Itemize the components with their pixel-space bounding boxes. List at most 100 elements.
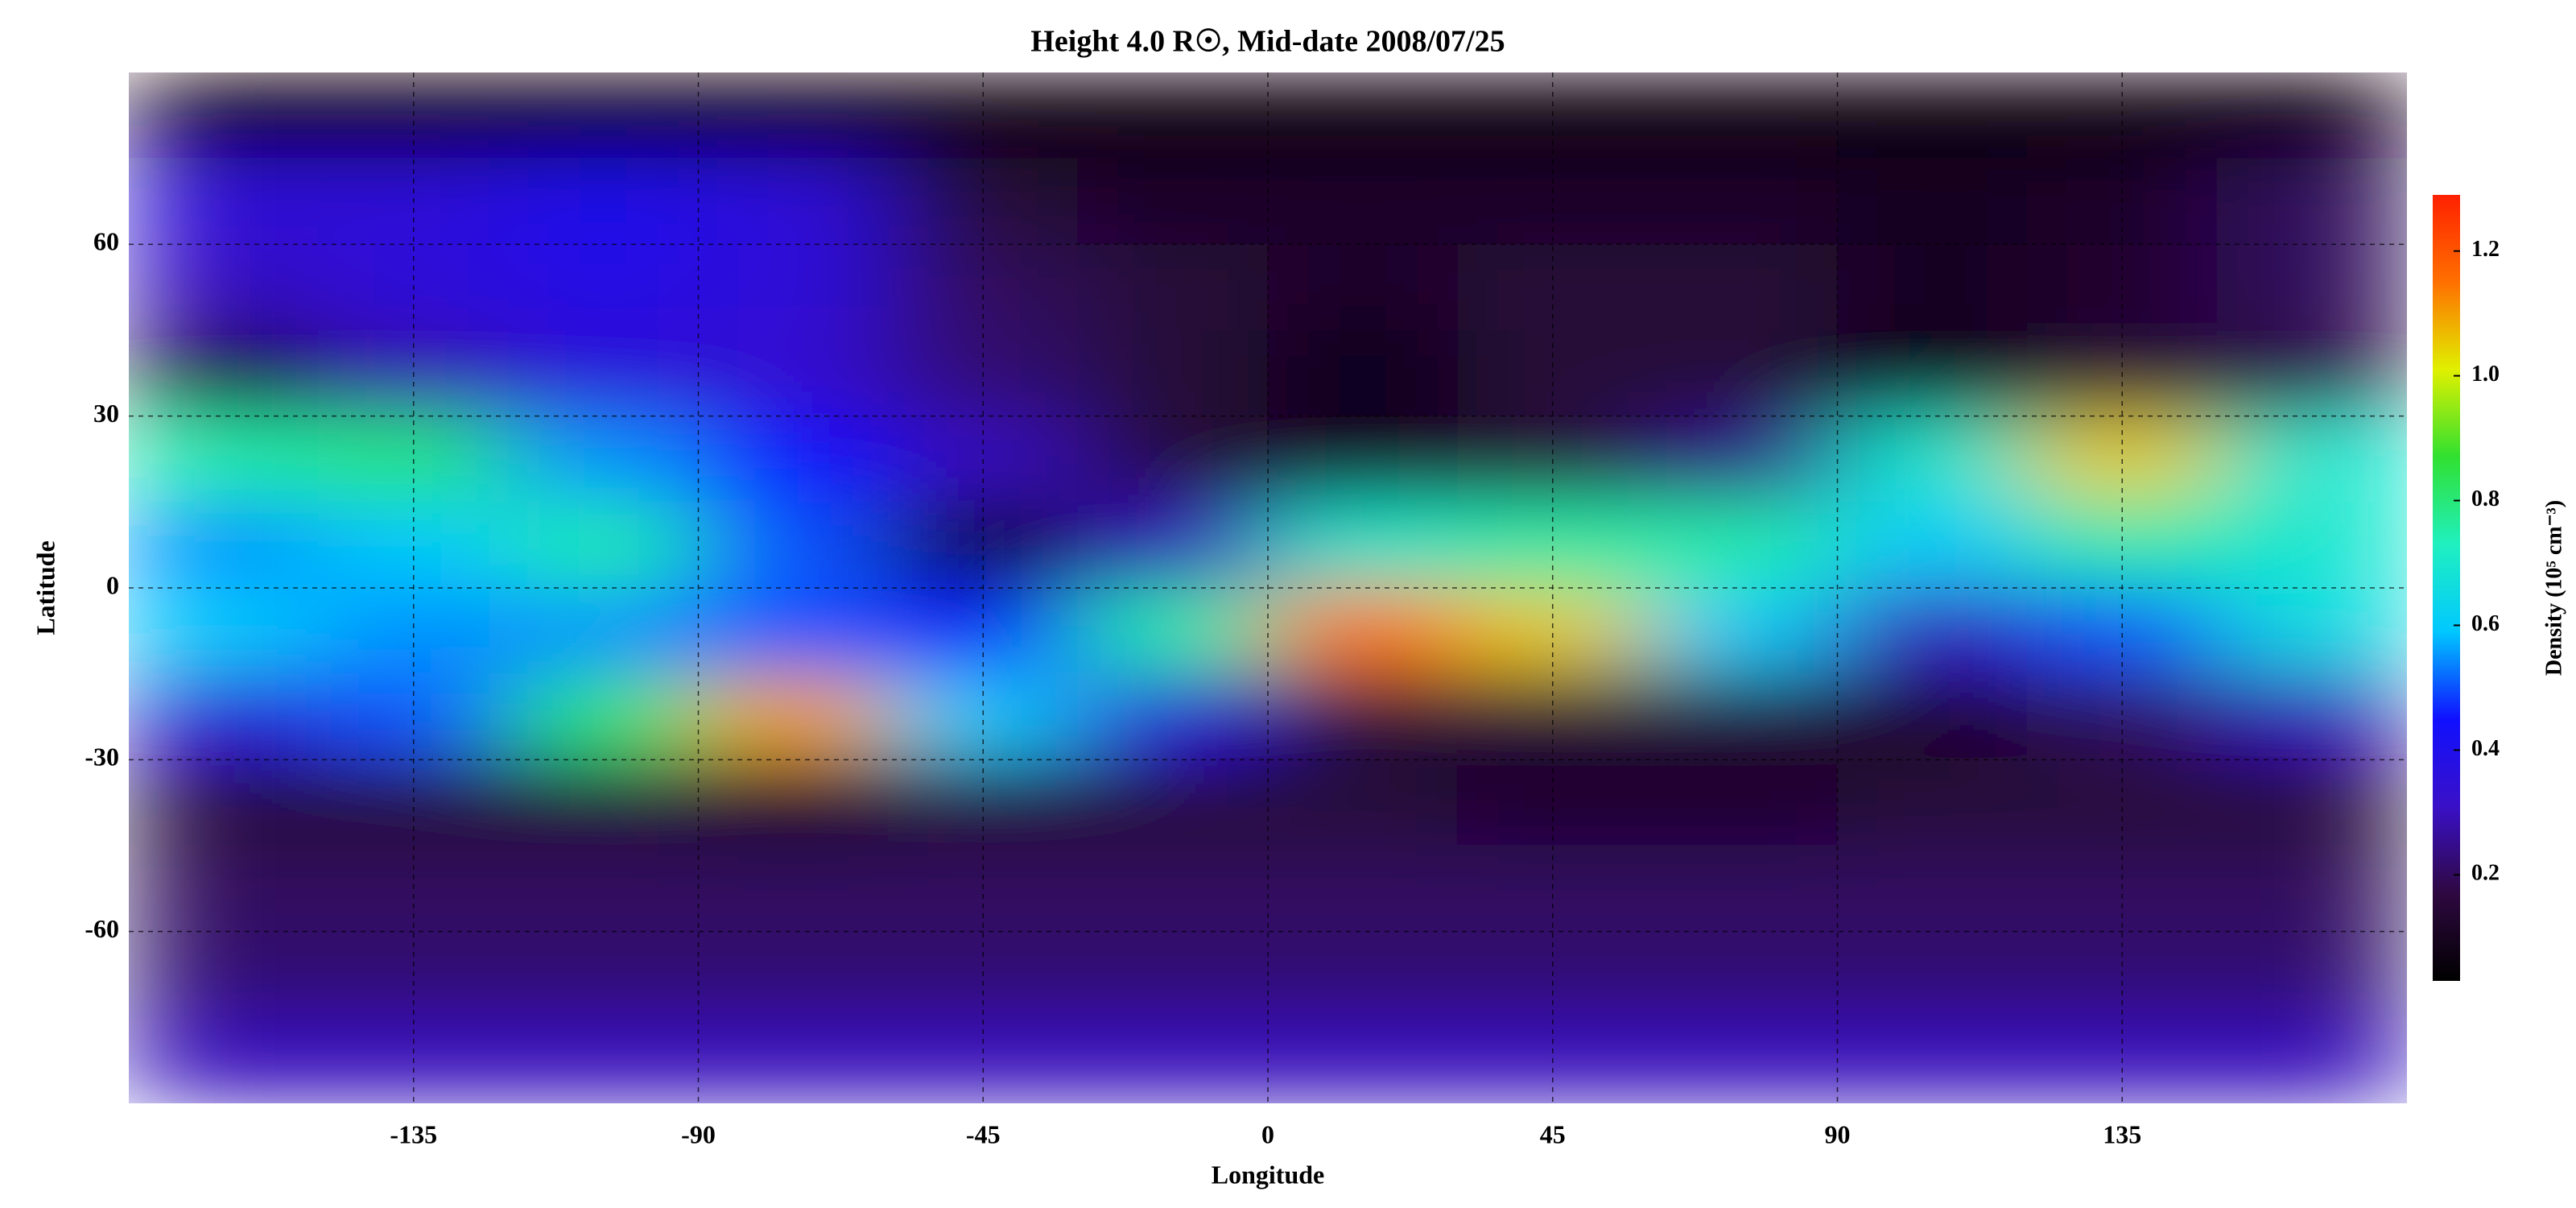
- density-cell: [698, 72, 889, 159]
- density-cell: [2026, 501, 2218, 589]
- density-cell: [1647, 416, 1838, 503]
- x-axis-label: Longitude: [1212, 1160, 1324, 1189]
- density-cell: [1837, 1016, 2028, 1103]
- x-tick-label: 45: [1540, 1119, 1566, 1148]
- density-cell: [698, 158, 889, 245]
- density-cell: [508, 1016, 699, 1103]
- density-cell: [1077, 845, 1269, 933]
- density-cell: [1457, 673, 1649, 760]
- density-cell: [508, 416, 699, 503]
- density-cell: [1647, 931, 1838, 1018]
- density-cell: [1077, 243, 1269, 331]
- density-cell: [1267, 759, 1459, 846]
- density-cell: [318, 587, 510, 675]
- density-cell: [1837, 501, 2028, 589]
- density-cell: [887, 759, 1079, 846]
- density-cell: [1837, 416, 2028, 503]
- density-cell: [1647, 759, 1838, 846]
- density-cell: [2216, 673, 2407, 760]
- y-tick-label: -30: [85, 743, 119, 772]
- density-cell: [698, 759, 889, 846]
- density-cell: [1837, 329, 2028, 417]
- density-cell: [887, 501, 1079, 589]
- chart-title: Height 4.0 R☉, Mid-date 2008/07/25: [1030, 25, 1505, 59]
- density-cell: [318, 501, 510, 589]
- x-tick-label: 0: [1261, 1119, 1274, 1148]
- colorbar: [2433, 195, 2460, 981]
- density-cell: [2216, 158, 2407, 245]
- density-cell: [2026, 673, 2218, 760]
- density-cell: [129, 243, 320, 331]
- density-cell: [1837, 845, 2028, 933]
- density-cell: [1837, 72, 2028, 159]
- density-cell: [1837, 759, 2028, 846]
- y-tick-label: 0: [106, 570, 119, 599]
- density-cell: [2216, 1016, 2407, 1103]
- density-cell: [129, 158, 320, 245]
- density-cell: [1267, 845, 1459, 933]
- density-cell: [129, 501, 320, 589]
- density-cell: [1837, 673, 2028, 760]
- density-cell: [1077, 416, 1269, 503]
- density-cell: [2216, 845, 2407, 933]
- colorbar-tick-label: 1.2: [2471, 237, 2500, 262]
- density-cell: [1837, 587, 2028, 675]
- density-cell: [1837, 931, 2028, 1018]
- density-cell: [129, 673, 320, 760]
- density-cell: [1267, 72, 1459, 159]
- density-cell: [1077, 1016, 1269, 1103]
- density-cell: [1077, 931, 1269, 1018]
- density-cell: [508, 158, 699, 245]
- density-cell: [508, 243, 699, 331]
- x-tick-label: -135: [390, 1119, 437, 1148]
- density-cell: [1837, 243, 2028, 331]
- y-tick-label: 60: [93, 227, 119, 256]
- density-cell: [508, 759, 699, 846]
- colorbar-tick-label: 0.2: [2471, 861, 2500, 886]
- density-cell: [2216, 501, 2407, 589]
- density-cell: [698, 673, 889, 760]
- density-cell: [887, 587, 1079, 675]
- density-cell: [2216, 243, 2407, 331]
- density-cell: [887, 673, 1079, 760]
- density-cell: [1457, 759, 1649, 846]
- density-cell: [318, 673, 510, 760]
- density-cell: [508, 587, 699, 675]
- density-cell: [1647, 501, 1838, 589]
- density-cell: [1457, 587, 1649, 675]
- density-cell: [2216, 72, 2407, 159]
- density-cell: [1647, 1016, 1838, 1103]
- density-cell: [1267, 329, 1459, 417]
- density-cell: [2216, 416, 2407, 503]
- colorbar-label: Density (10⁵ cm⁻³): [2541, 500, 2566, 676]
- density-cell: [698, 931, 889, 1018]
- density-cell: [1267, 587, 1459, 675]
- density-cell: [1647, 587, 1838, 675]
- density-cell: [698, 501, 889, 589]
- density-cell: [129, 416, 320, 503]
- x-tick-label: -90: [681, 1119, 716, 1148]
- density-cell: [1077, 501, 1269, 589]
- density-cell: [1647, 72, 1838, 159]
- density-cell: [1077, 673, 1269, 760]
- density-cell: [2216, 931, 2407, 1018]
- density-cell: [318, 759, 510, 846]
- overlay: -135 -90 -45 0 45 90 135 -60 -30 0 30 60 0.2 0.4 0.6 0.…: [85, 72, 2500, 1148]
- density-cell: [1077, 587, 1269, 675]
- density-cell: [1267, 1016, 1459, 1103]
- density-cell: [1647, 243, 1838, 331]
- density-cell: [1267, 243, 1459, 331]
- density-cell: [2216, 329, 2407, 417]
- y-tick-label: -60: [85, 914, 119, 943]
- density-cell: [1077, 329, 1269, 417]
- density-cell: [1267, 158, 1459, 245]
- colorbar-tick-label: 0.8: [2471, 486, 2500, 511]
- x-tick-label: 90: [1825, 1119, 1851, 1148]
- density-cell: [698, 587, 889, 675]
- density-cell: [1647, 845, 1838, 933]
- density-cell: [129, 329, 320, 417]
- density-cell: [1647, 158, 1838, 245]
- density-cell: [129, 72, 320, 159]
- density-cell: [698, 243, 889, 331]
